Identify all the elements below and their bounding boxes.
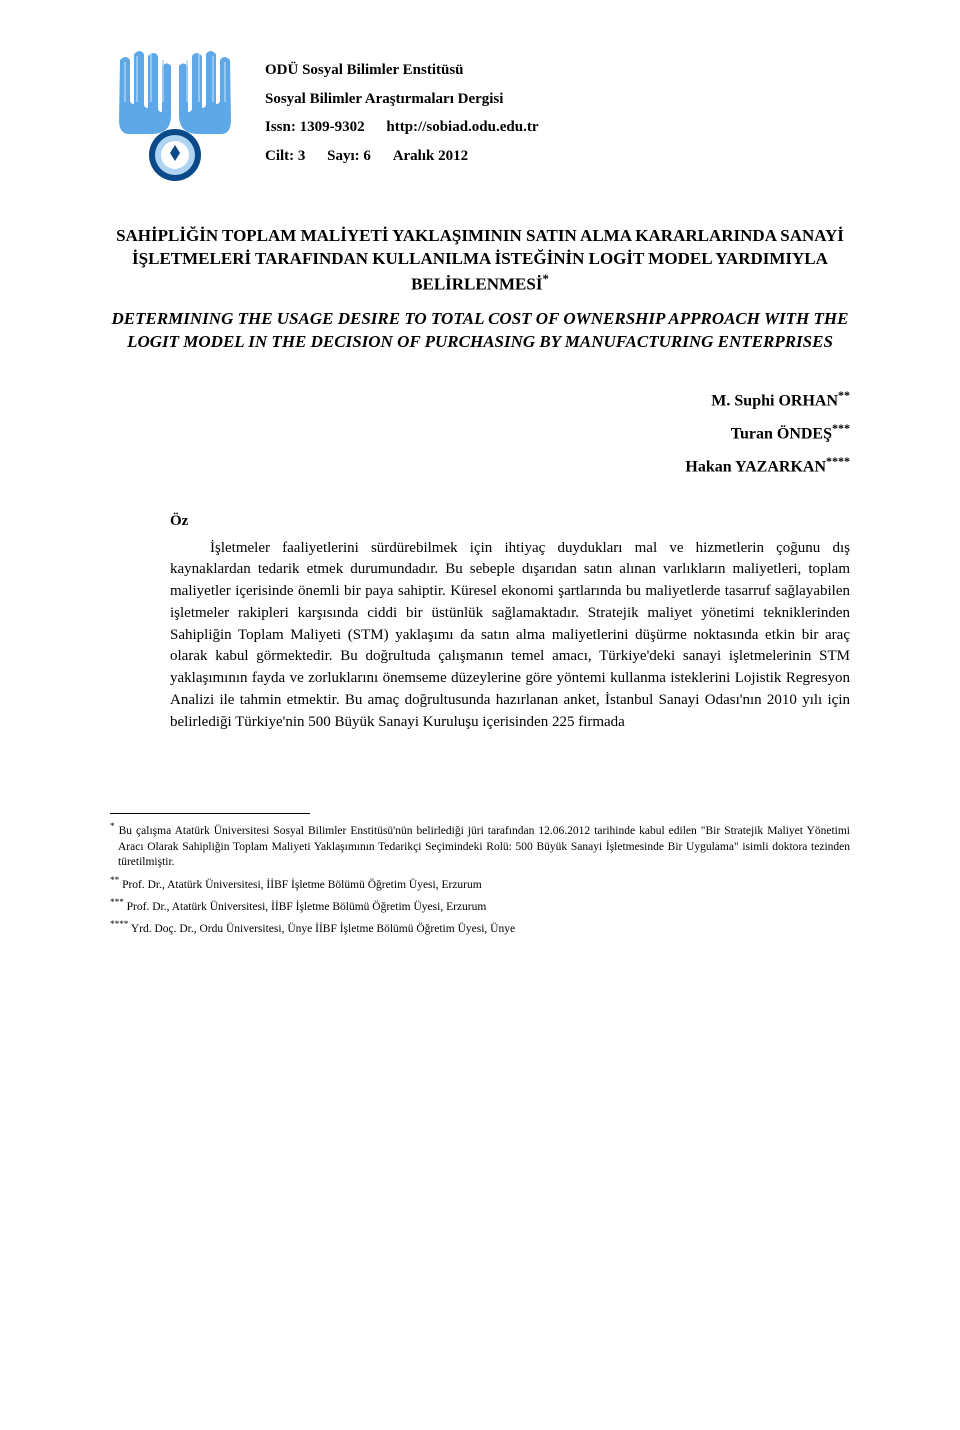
author-3-name: Hakan YAZARKAN <box>685 458 826 475</box>
journal-logo <box>110 50 245 185</box>
footnote-2-text: Prof. Dr., Atatürk Üniversitesi, İİBF İş… <box>119 878 482 890</box>
author-2-name: Turan ÖNDEŞ <box>731 425 832 442</box>
journal-meta: ODÜ Sosyal Bilimler Enstitüsü Sosyal Bil… <box>265 50 850 170</box>
footnote-4-mark: **** <box>110 919 128 929</box>
abstract-body: İşletmeler faaliyetlerini sürdürebilmek … <box>170 538 850 734</box>
hands-shield-icon <box>110 50 240 185</box>
title-turkish: SAHİPLİĞİN TOPLAM MALİYETİ YAKLAŞIMININ … <box>110 225 850 296</box>
title-english: DETERMINING THE USAGE DESIRE TO TOTAL CO… <box>110 308 850 354</box>
header-row: ODÜ Sosyal Bilimler Enstitüsü Sosyal Bil… <box>110 50 850 185</box>
issn-row: Issn: 1309-9302 http://sobiad.odu.edu.tr <box>265 113 850 142</box>
footnotes-separator <box>110 813 310 814</box>
volume-row: Cilt: 3 Sayı: 6 Aralık 2012 <box>265 142 850 171</box>
author-2: Turan ÖNDEŞ*** <box>110 417 850 450</box>
title-tr-mark: * <box>542 272 548 286</box>
journal-issue: Sayı: 6 <box>327 142 371 171</box>
footnote-4-text: Yrd. Doç. Dr., Ordu Üniversitesi, Ünye İ… <box>128 923 515 935</box>
footnotes-block: * Bu çalışma Atatürk Üniversitesi Sosyal… <box>110 820 850 937</box>
footnote-1-text: Bu çalışma Atatürk Üniversitesi Sosyal B… <box>115 825 850 868</box>
journal-url: http://sobiad.odu.edu.tr <box>386 113 538 142</box>
footnote-1: * Bu çalışma Atatürk Üniversitesi Sosyal… <box>110 820 850 870</box>
authors-block: M. Suphi ORHAN** Turan ÖNDEŞ*** Hakan YA… <box>110 384 850 482</box>
footnote-3-text: Prof. Dr., Atatürk Üniversitesi, İİBF İş… <box>124 901 487 913</box>
author-1-name: M. Suphi ORHAN <box>711 393 838 410</box>
abstract-heading: Öz <box>170 513 850 530</box>
page-container: ODÜ Sosyal Bilimler Enstitüsü Sosyal Bil… <box>0 0 960 981</box>
author-3: Hakan YAZARKAN**** <box>110 450 850 483</box>
issn-label: Issn: 1309-9302 <box>265 113 365 142</box>
footnote-2: ** Prof. Dr., Atatürk Üniversitesi, İİBF… <box>110 874 850 893</box>
footnote-3-mark: *** <box>110 897 124 907</box>
title-tr-text: SAHİPLİĞİN TOPLAM MALİYETİ YAKLAŞIMININ … <box>116 226 844 294</box>
author-3-mark: **** <box>826 454 850 468</box>
journal-date: Aralık 2012 <box>393 142 468 171</box>
journal-line2: Sosyal Bilimler Araştırmaları Dergisi <box>265 85 850 114</box>
footnote-3: *** Prof. Dr., Atatürk Üniversitesi, İİB… <box>110 896 850 915</box>
author-1-mark: ** <box>838 388 850 402</box>
author-2-mark: *** <box>832 421 850 435</box>
journal-volume: Cilt: 3 <box>265 142 305 171</box>
author-1: M. Suphi ORHAN** <box>110 384 850 417</box>
footnote-2-mark: ** <box>110 875 119 885</box>
journal-line1: ODÜ Sosyal Bilimler Enstitüsü <box>265 56 850 85</box>
footnote-4: **** Yrd. Doç. Dr., Ordu Üniversitesi, Ü… <box>110 918 850 937</box>
